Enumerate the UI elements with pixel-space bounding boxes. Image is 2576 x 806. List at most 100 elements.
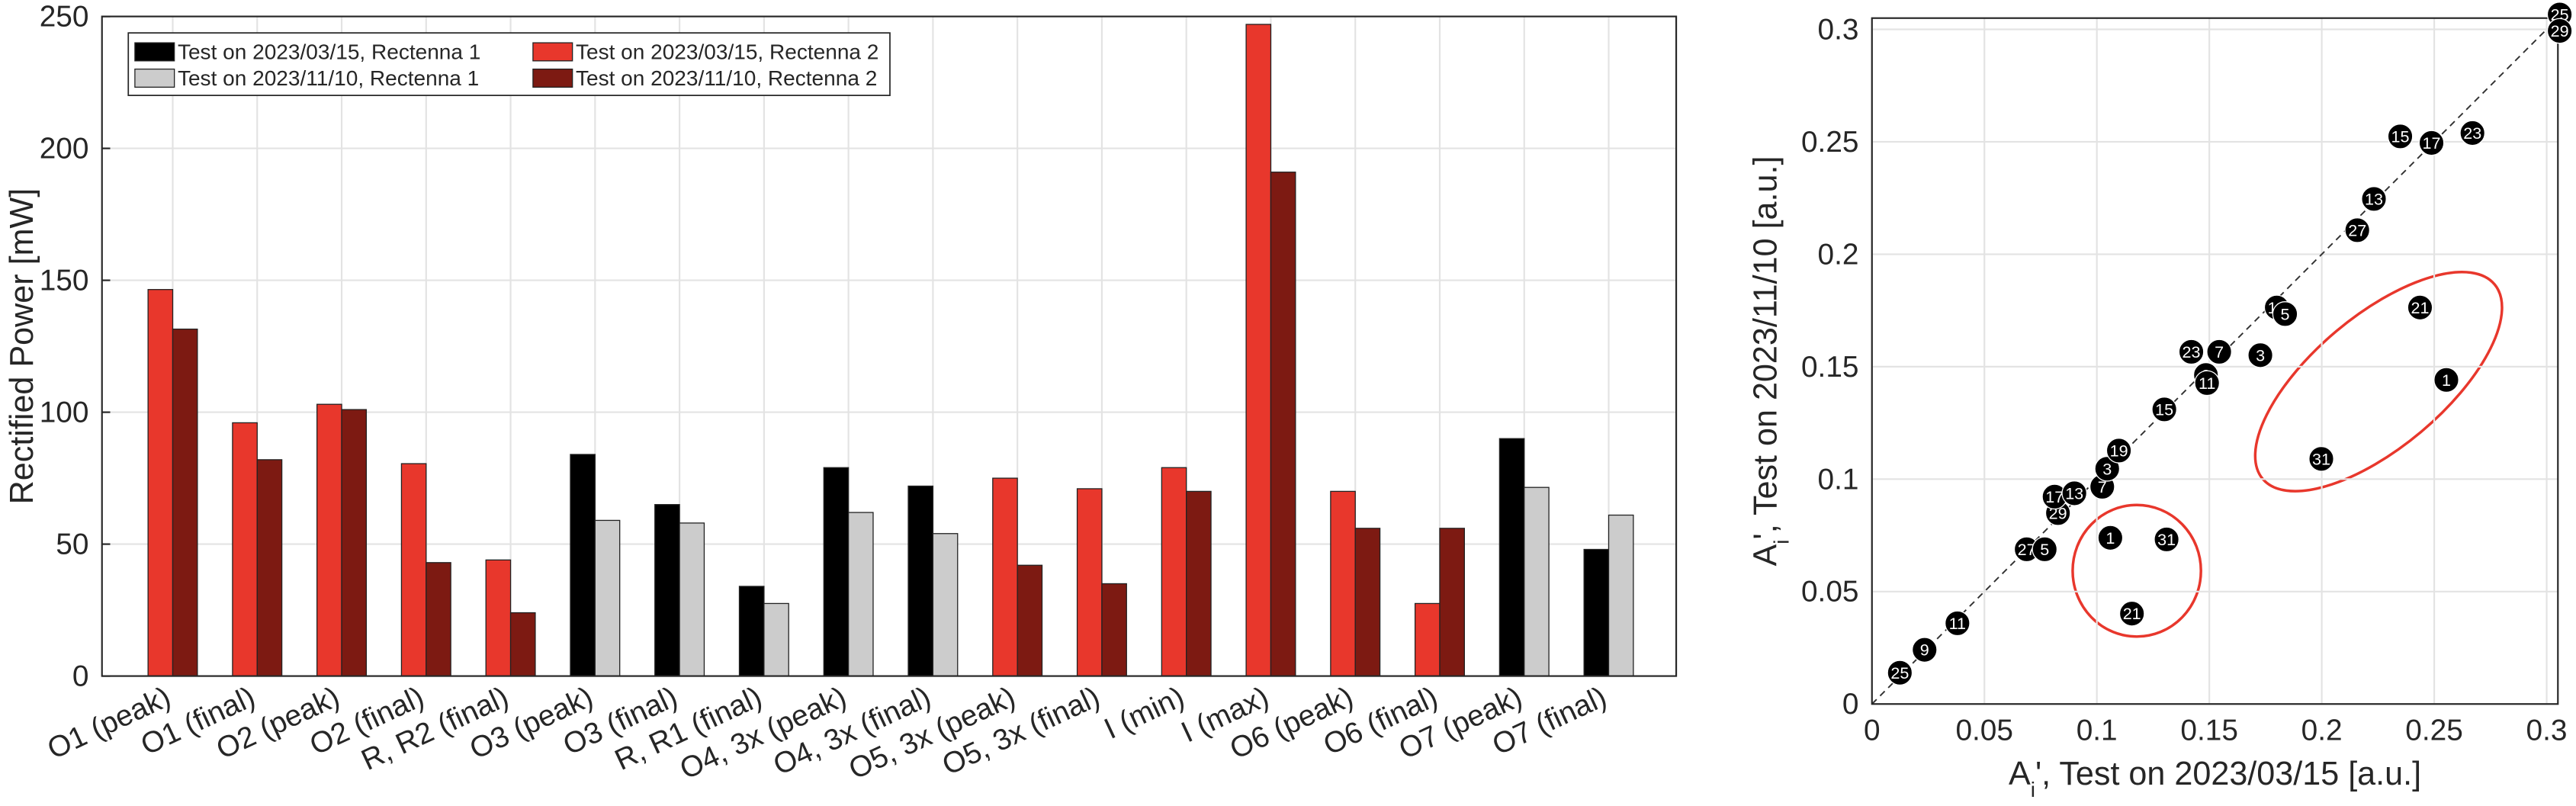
bar [147,289,174,677]
point-label: 31 [2312,449,2330,468]
x-axis-label-part: A [2009,756,2031,792]
x-axis-label: Ai', Test on 2023/03/15 [a.u.] [2009,756,2421,801]
legend-label: Test on 2023/03/15, Rectenna 2 [576,40,878,64]
x-tick-label: I (min) [1100,680,1190,745]
point [2308,445,2334,472]
bar [1186,490,1212,677]
point [2061,480,2088,506]
bar [1270,172,1296,677]
point [2154,526,2179,553]
point-label: 19 [2110,441,2128,460]
bar [1245,24,1272,677]
legend-label: Test on 2023/11/10, Rectenna 2 [576,66,877,90]
bar [1017,564,1043,677]
bar [426,562,451,677]
bar [763,602,789,677]
point-label: 11 [1949,614,1966,633]
point [1945,610,1971,637]
bar [1076,488,1103,677]
point [2206,339,2232,365]
point-label: 17 [2045,487,2064,506]
y-axis-label: Ai', Test on 2023/11/10 [a.u.] [1748,156,1794,567]
bar [907,485,934,677]
x-tick-label: 0 [1864,714,1881,747]
point-label: 25 [1890,663,1909,682]
point-label: 9 [1920,641,1929,660]
bar [1161,467,1187,677]
y-tick-label: 0.1 [1818,463,1859,496]
point [2418,130,2445,156]
bar [1414,602,1441,677]
bar [509,612,536,677]
point-label: 31 [2157,530,2176,549]
bar [679,522,705,677]
point [2094,455,2121,482]
point-label: 7 [2215,342,2224,361]
point-label: 29 [2551,21,2569,40]
point-label: 5 [2281,304,2290,323]
point [2459,120,2486,146]
point [2032,536,2058,563]
bar [738,586,765,677]
point-label: 5 [2040,540,2049,559]
bar [932,533,959,677]
bar [654,504,680,677]
point-label: 15 [2155,400,2173,419]
x-tick-label: 0.25 [2405,714,2463,747]
y-axis-label: Rectified Power [mW] [4,188,40,505]
plot-frame [1871,17,2559,705]
y-tick-label: 0.05 [1801,576,1859,609]
x-axis-label-part: ', Test on 2023/03/15 [a.u.] [2035,756,2421,792]
x-tick-label: 0.1 [2077,714,2118,747]
point-label: 17 [2423,133,2441,153]
legend-label: Test on 2023/03/15, Rectenna 1 [178,40,480,64]
point [2407,294,2433,321]
bar [172,328,198,677]
point-label: 27 [2348,220,2366,239]
y-tick-label: 0.2 [1818,238,1859,271]
legend-swatch [532,68,573,88]
point [2178,339,2205,365]
x-tick-label: 0.2 [2301,714,2343,747]
y-tick-label: 0 [72,660,89,693]
point [1887,660,1913,686]
y-tick-label: 0.3 [1818,13,1859,46]
x-axis-label-part: i [2031,777,2035,801]
point-label: 3 [2256,345,2265,364]
point [2272,301,2298,327]
y-tick-label: 250 [40,1,89,34]
point-label: 3 [2102,459,2112,478]
bar [400,463,427,677]
point [2546,18,2573,44]
point [2433,367,2459,393]
point-label: 15 [2391,127,2410,146]
bar [847,512,874,677]
point [1911,637,1938,663]
bar [1583,548,1610,677]
point-label: 23 [2183,342,2201,361]
x-tick-label: 0.05 [1955,714,2013,747]
bar [341,409,368,677]
point [2151,397,2177,422]
point [2247,342,2273,368]
x-tick-label: 0.3 [2526,714,2568,747]
y-tick-label: 50 [56,528,88,561]
y-tick-label: 0.25 [1801,126,1859,159]
bar [594,519,621,677]
bar [1524,486,1550,677]
point [2361,186,2387,212]
point-label: 1 [2442,371,2451,390]
bar [1101,583,1127,677]
point-label: 11 [2199,374,2215,393]
legend-swatch [134,68,175,88]
point [2194,370,2221,397]
legend-box [127,32,891,96]
point-label: 1 [2105,528,2115,548]
legend-swatch [134,42,175,62]
y-tick-label: 100 [40,397,89,429]
scatter-chart: 0 0.05 0.1 0.15 0.2 0.25 0.3 0 0.05 0.1 0.15 0.2 0.2… [1748,2,2573,801]
bar [1608,514,1634,677]
bar [232,422,258,677]
point [2344,217,2371,243]
